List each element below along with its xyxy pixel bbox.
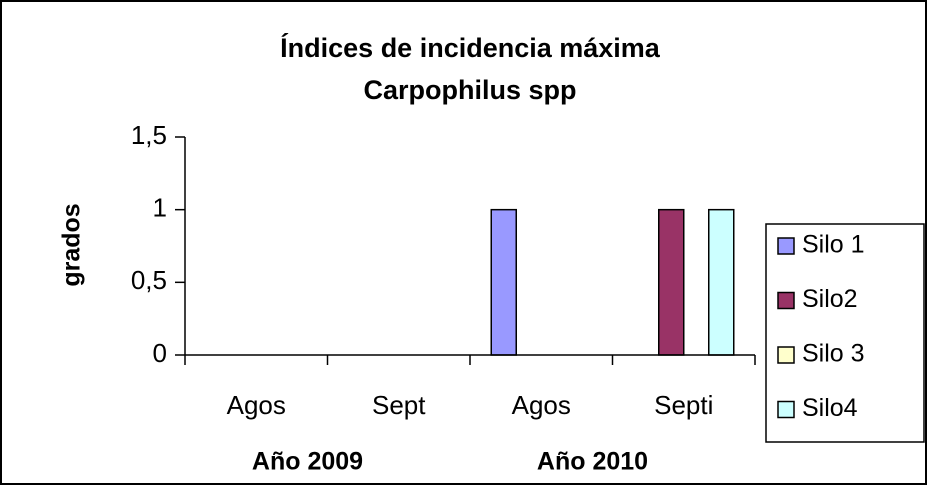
chart-subtitle: Carpophilus spp bbox=[363, 75, 576, 105]
y-tick-label: 0,5 bbox=[131, 265, 167, 295]
legend-label: Silo2 bbox=[802, 285, 858, 313]
legend-swatch bbox=[777, 346, 795, 364]
bar bbox=[490, 208, 517, 356]
y-tick-label: 1 bbox=[153, 193, 167, 223]
legend-label: Silo4 bbox=[802, 394, 858, 422]
x-tick-label: Sept bbox=[372, 390, 426, 420]
category-group-label: Año 2009 bbox=[252, 448, 363, 476]
bar bbox=[708, 208, 735, 356]
legend-label: Silo 1 bbox=[802, 231, 865, 259]
legend-swatch bbox=[777, 237, 795, 255]
bar bbox=[658, 208, 685, 356]
legend-swatch bbox=[777, 291, 795, 310]
y-tick-label: 0 bbox=[153, 338, 167, 368]
legend-label: Silo 3 bbox=[802, 340, 865, 368]
y-tick-label: 1,5 bbox=[131, 120, 167, 150]
legend-swatch bbox=[777, 400, 795, 419]
y-axis-label: grados bbox=[58, 203, 86, 286]
x-tick-label: Agos bbox=[227, 390, 286, 420]
x-tick-label: Septi bbox=[654, 390, 713, 420]
category-group-label: Año 2010 bbox=[537, 448, 648, 476]
chart-title: Índices de incidencia máxima bbox=[280, 32, 661, 63]
x-tick-label: Agos bbox=[512, 390, 571, 420]
